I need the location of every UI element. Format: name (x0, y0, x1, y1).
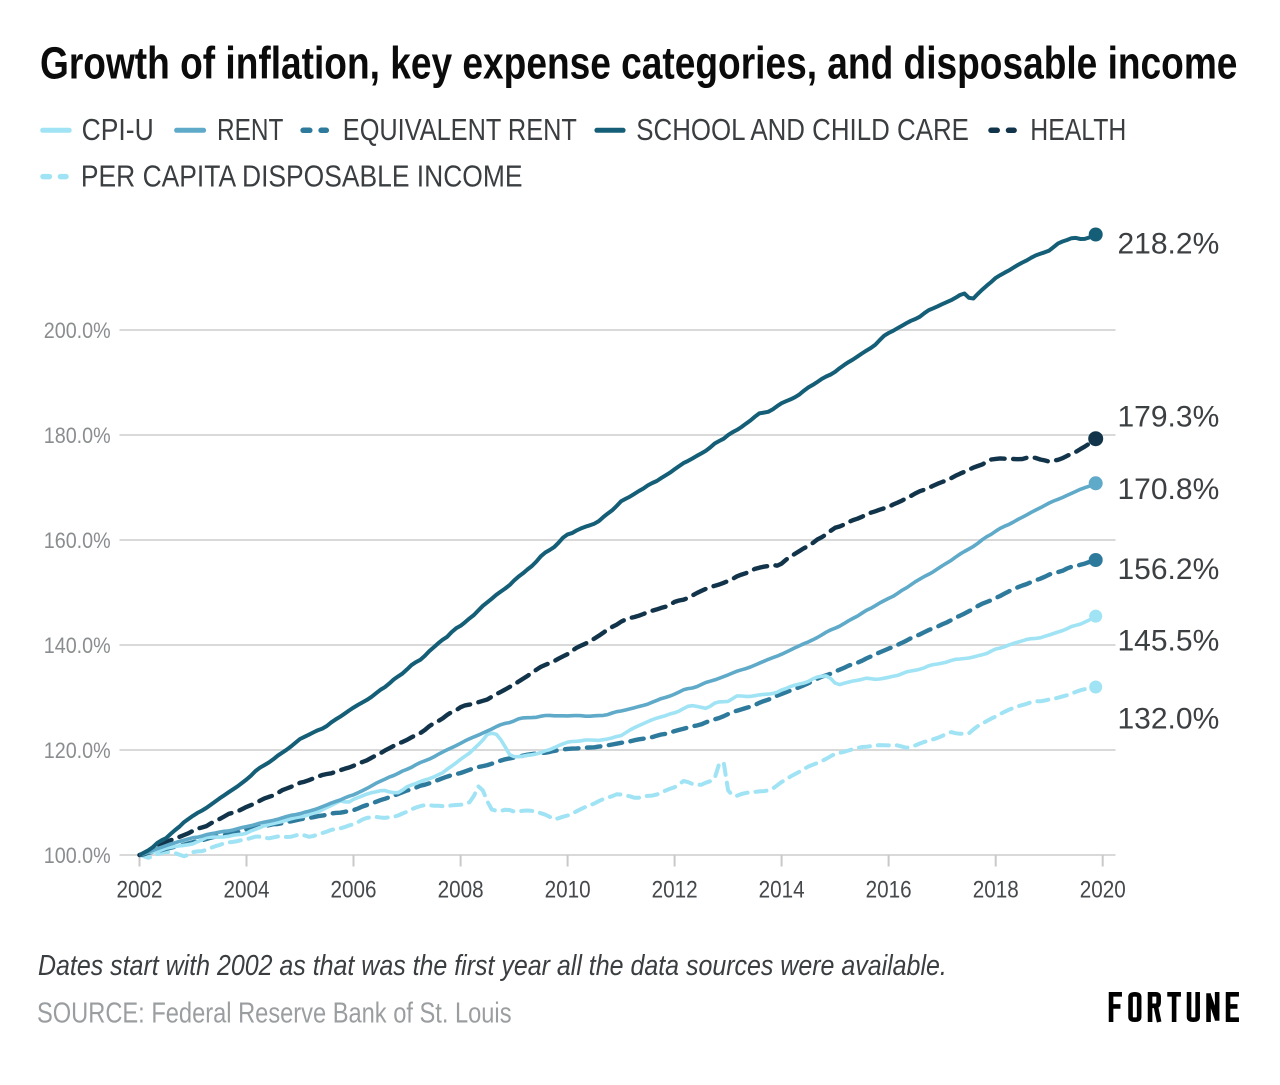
svg-text:CPI-U: CPI-U (82, 113, 154, 147)
svg-text:2018: 2018 (973, 876, 1019, 903)
svg-text:140.0%: 140.0% (44, 634, 111, 658)
svg-text:SCHOOL AND CHILD CARE: SCHOOL AND CHILD CARE (636, 113, 969, 148)
svg-text:2002: 2002 (117, 876, 163, 903)
svg-text:2010: 2010 (545, 876, 591, 903)
svg-text:100.0%: 100.0% (44, 844, 111, 868)
svg-text:132.0%: 132.0% (1118, 703, 1220, 736)
svg-text:HEALTH: HEALTH (1030, 112, 1126, 146)
svg-text:200.0%: 200.0% (44, 319, 111, 343)
svg-text:Growth of inflation, key expen: Growth of inflation, key expense categor… (40, 37, 1237, 89)
svg-text:2008: 2008 (438, 876, 484, 903)
svg-text:2004: 2004 (224, 876, 270, 903)
svg-text:2012: 2012 (652, 876, 698, 903)
svg-text:160.0%: 160.0% (44, 529, 111, 553)
svg-text:2016: 2016 (866, 876, 912, 903)
svg-text:179.3%: 179.3% (1118, 400, 1220, 433)
svg-text:2006: 2006 (331, 876, 377, 903)
svg-text:RENT: RENT (217, 112, 283, 146)
svg-text:145.5%: 145.5% (1118, 625, 1220, 658)
svg-text:PER CAPITA DISPOSABLE INCOME: PER CAPITA DISPOSABLE INCOME (81, 160, 523, 194)
svg-text:SOURCE: Federal Reserve Bank o: SOURCE: Federal Reserve Bank of St. Loui… (37, 996, 512, 1029)
svg-text:170.8%: 170.8% (1118, 473, 1220, 506)
svg-text:156.2%: 156.2% (1118, 553, 1220, 586)
svg-text:218.2%: 218.2% (1118, 227, 1220, 260)
svg-text:180.0%: 180.0% (44, 424, 111, 448)
svg-text:EQUIVALENT RENT: EQUIVALENT RENT (343, 112, 577, 147)
svg-text:Dates start with 2002 as that: Dates start with 2002 as that was the fi… (38, 949, 947, 981)
svg-text:2020: 2020 (1080, 876, 1126, 903)
svg-text:2014: 2014 (759, 876, 805, 903)
svg-text:120.0%: 120.0% (44, 739, 111, 763)
